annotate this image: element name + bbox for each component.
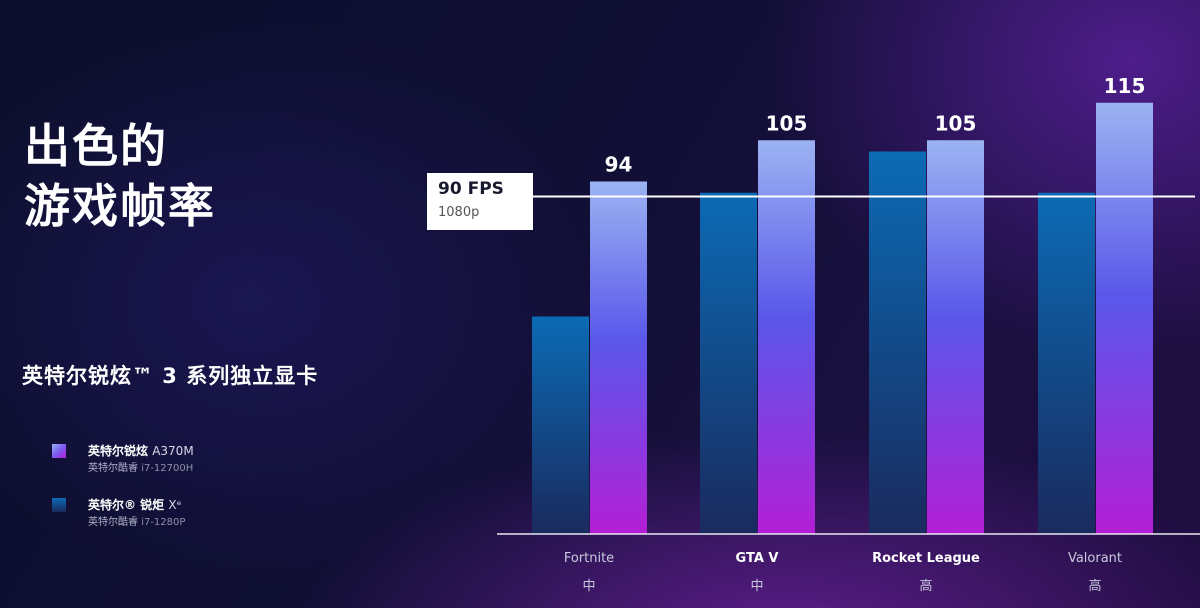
title-line-2: 游戏帧率 (24, 179, 216, 233)
legend-label-xe: 英特尔® 锐炬 Xᵉ (88, 498, 182, 512)
category-label-gta-v: GTA V (736, 551, 779, 566)
setting-label-rocket-league: 高 (919, 578, 932, 594)
bar-xe-fortnite (532, 316, 589, 534)
legend-cpu-arc: 英特尔酷睿 i7-12700H (88, 463, 194, 474)
reference-sublabel: 1080p (438, 205, 480, 220)
category-label-valorant: Valorant (1068, 551, 1122, 566)
category-label-fortnite: Fortnite (564, 551, 614, 566)
reference-label: 90 FPS (438, 179, 504, 199)
value-label-valorant: 115 (1104, 74, 1146, 98)
chart-subtitle: 英特尔锐炫™ 3 系列独立显卡 (22, 364, 319, 388)
legend-cpu-xe: 英特尔酷睿 i7-1280P (88, 517, 186, 528)
bar-xe-gta-v (700, 192, 757, 534)
value-label-gta-v: 105 (766, 111, 808, 135)
category-label-rocket-league: Rocket League (872, 551, 980, 566)
chart-title: 出色的 游戏帧率 (24, 116, 216, 236)
value-label-rocket-league: 105 (935, 111, 977, 135)
bar-xe-rocket-league (869, 151, 926, 534)
value-label-fortnite: 94 (605, 153, 633, 177)
title-line-1: 出色的 (24, 119, 168, 173)
setting-label-gta-v: 中 (750, 579, 763, 594)
reference-label-box: 90 FPS 1080p (427, 173, 533, 230)
legend-swatch-xe (52, 498, 66, 512)
bar-arc-rocket-league (927, 140, 984, 534)
bar-arc-fortnite (590, 181, 647, 534)
legend-label-arc: 英特尔锐炫 A370M (88, 444, 194, 458)
bar-xe-valorant (1038, 192, 1095, 534)
bar-arc-valorant (1096, 102, 1153, 534)
setting-label-fortnite: 中 (582, 579, 595, 594)
setting-label-valorant: 高 (1088, 578, 1101, 594)
bar-arc-gta-v (758, 140, 815, 534)
legend-swatch-arc (52, 444, 66, 458)
